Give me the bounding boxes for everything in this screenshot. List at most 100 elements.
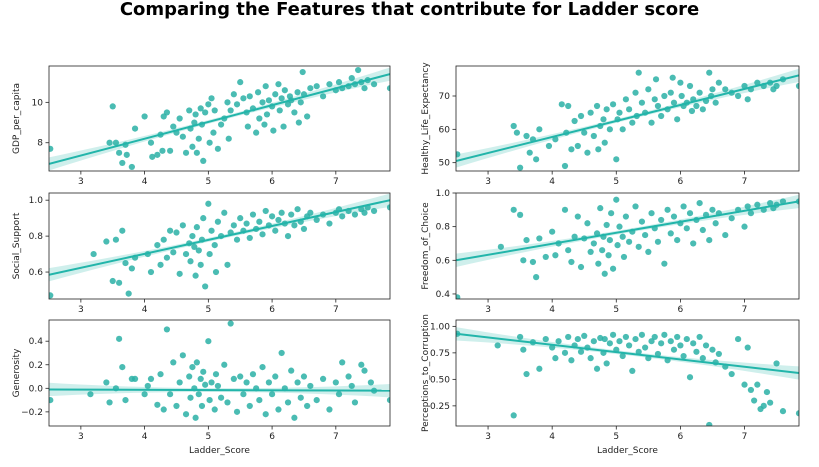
data-point	[116, 335, 123, 342]
data-point	[652, 76, 660, 83]
data-point	[632, 89, 639, 96]
data-point	[163, 326, 171, 333]
data-point	[254, 89, 262, 96]
data-point	[299, 68, 306, 76]
data-point	[593, 365, 601, 372]
data-point	[606, 126, 613, 133]
data-point	[182, 250, 190, 258]
panel-life-expectancy: 3 4 5 6 7 50 60 70 Healthy_Life_Expectancy	[421, 62, 800, 187]
data-point	[590, 240, 597, 247]
data-point	[123, 151, 130, 158]
data-point	[339, 213, 346, 220]
data-point	[173, 402, 180, 410]
data-point	[622, 333, 629, 341]
x-tick-label: 3	[78, 432, 84, 442]
data-point	[722, 86, 729, 93]
data-point	[645, 248, 652, 255]
data-point	[552, 136, 559, 143]
y-tick-label: −0.2	[21, 408, 43, 418]
data-point	[542, 335, 549, 343]
data-point	[599, 247, 606, 254]
data-point	[339, 359, 346, 366]
data-point	[517, 333, 524, 341]
data-point	[709, 86, 716, 93]
axes-frame	[455, 65, 800, 172]
data-point	[291, 109, 298, 116]
data-point	[210, 129, 217, 136]
data-point	[191, 243, 198, 250]
plot-area	[456, 327, 799, 426]
data-point	[211, 107, 218, 114]
data-point	[224, 99, 231, 106]
data-point	[565, 333, 572, 341]
y-tick-label: 0.8	[29, 232, 44, 242]
data-point	[658, 112, 665, 120]
data-point	[197, 105, 204, 112]
data-point	[699, 226, 706, 234]
x-tick-label: 7	[742, 432, 748, 442]
data-point	[386, 204, 390, 211]
data-point	[629, 119, 636, 126]
data-point	[179, 352, 186, 359]
data-point	[601, 335, 608, 343]
data-point	[616, 223, 623, 230]
data-point	[227, 320, 234, 327]
data-point	[335, 391, 343, 398]
data-point	[147, 375, 155, 382]
data-point	[109, 277, 116, 285]
x-tick-label: 6	[269, 177, 275, 187]
data-point	[648, 338, 655, 345]
data-point	[651, 96, 658, 103]
data-point	[49, 145, 54, 152]
data-point	[261, 121, 268, 128]
data-point	[674, 237, 681, 244]
data-point	[128, 265, 135, 272]
data-point	[568, 146, 575, 153]
y-tick-label: 0.6	[29, 268, 44, 278]
data-point	[205, 200, 212, 207]
data-point	[160, 406, 167, 413]
data-point	[688, 107, 696, 115]
data-point	[510, 122, 517, 130]
data-point	[715, 350, 722, 358]
data-point	[200, 157, 207, 165]
data-point	[520, 346, 527, 353]
data-point	[212, 371, 220, 378]
data-point	[696, 199, 703, 207]
y-tick-label: 50	[439, 159, 451, 169]
y-axis-label: Social_Support	[12, 212, 22, 279]
data-point	[106, 139, 113, 146]
data-point	[677, 79, 684, 86]
data-point	[751, 397, 758, 404]
data-point	[690, 240, 697, 247]
data-point	[187, 394, 194, 401]
data-point	[221, 209, 228, 216]
data-point	[763, 388, 771, 396]
data-point	[456, 151, 461, 158]
data-point	[728, 215, 735, 222]
data-point	[246, 402, 253, 410]
data-point	[233, 408, 241, 415]
data-point	[355, 66, 362, 74]
data-point	[116, 279, 123, 286]
x-tick-label: 7	[742, 305, 748, 315]
data-point	[536, 126, 543, 133]
data-point	[734, 335, 742, 343]
data-point	[669, 74, 676, 81]
data-point	[284, 233, 292, 240]
data-point	[638, 218, 646, 225]
data-point	[635, 348, 642, 355]
data-point	[319, 375, 327, 382]
data-point	[595, 146, 602, 153]
data-point	[313, 83, 320, 90]
data-point	[189, 233, 196, 240]
data-point	[603, 360, 610, 367]
data-point	[141, 391, 148, 398]
regression-line	[49, 388, 390, 392]
data-point	[568, 357, 575, 364]
data-point	[587, 355, 594, 362]
regression-line	[49, 199, 390, 276]
x-tick-label: 5	[205, 432, 211, 442]
data-point	[170, 123, 177, 130]
